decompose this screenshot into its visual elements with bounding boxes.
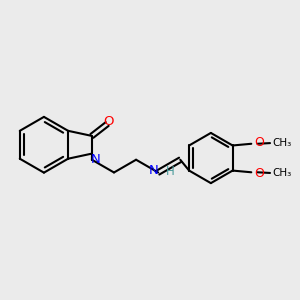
Text: CH₃: CH₃ bbox=[273, 138, 292, 148]
Text: O: O bbox=[254, 136, 264, 148]
Text: O: O bbox=[103, 115, 114, 128]
Text: N: N bbox=[149, 164, 159, 177]
Text: H: H bbox=[167, 165, 175, 178]
Text: O: O bbox=[254, 167, 264, 181]
Text: N: N bbox=[91, 153, 101, 166]
Text: CH₃: CH₃ bbox=[273, 168, 292, 178]
